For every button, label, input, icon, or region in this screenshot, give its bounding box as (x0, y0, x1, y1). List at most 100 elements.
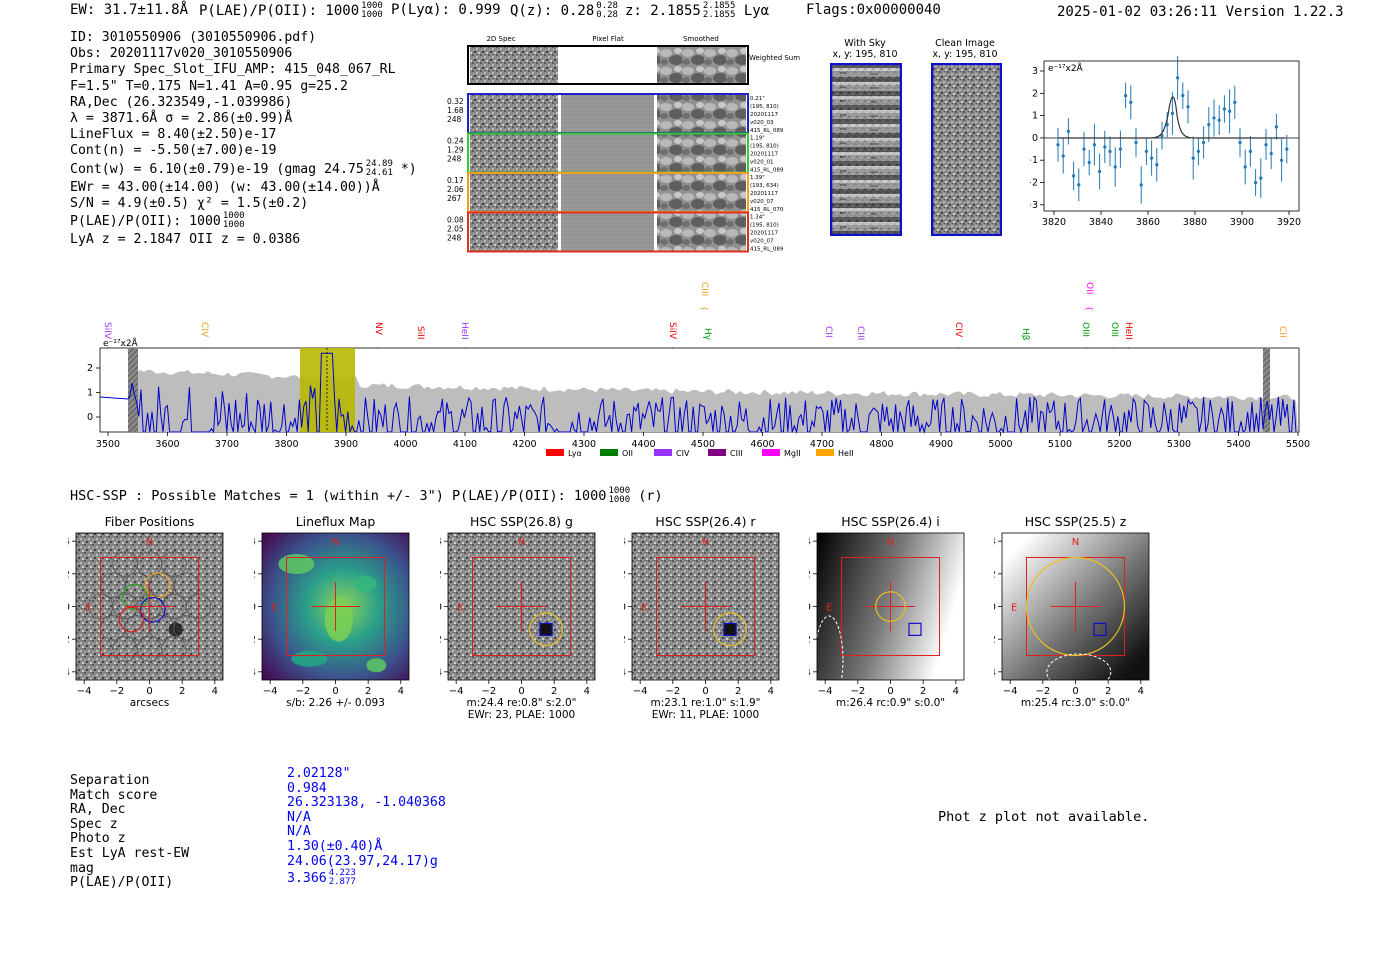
hsc-panel-caption: EWr: 11, PLAE: 1000 (652, 709, 759, 721)
svg-text:MgII: MgII (784, 449, 801, 458)
aperture-box (472, 557, 571, 656)
spectral-line-label: SiIV (667, 322, 677, 340)
col-label-smoothed: Smoothed (683, 35, 719, 43)
fit-data-point (1248, 136, 1252, 167)
north-label: N (518, 537, 525, 548)
fit-data-point (1228, 89, 1232, 134)
masked-region-right (1263, 348, 1270, 432)
match-value: 0.984 (287, 780, 327, 796)
fit-data-point (1233, 85, 1237, 119)
spectrum-xtick: 5000 (988, 439, 1012, 450)
panel-ytick: −4 (624, 667, 626, 678)
cutout-row-meta: v020_01 (750, 160, 774, 166)
spectrum-xtick: 4700 (810, 439, 834, 450)
catalog-ellipse (713, 612, 747, 647)
fit-xtick: 3840 (1089, 217, 1113, 228)
east-label: E (641, 603, 647, 614)
fit-data-point (1160, 122, 1164, 150)
cutout-row-meta: (195, 810) (750, 144, 779, 150)
panel-xtick: 0 (518, 686, 524, 697)
fit-ytick: 3 (1032, 66, 1038, 77)
north-label: N (146, 537, 153, 548)
header-plae: P(LAE)/P(OII): 1000 1000 1000 (199, 1, 383, 20)
fit-data-point (1124, 82, 1128, 109)
spectrum-legend-item: OII (600, 449, 633, 458)
panel-xtick: 4 (953, 686, 959, 697)
source-blob (168, 622, 183, 637)
panel-ytick: 0 (624, 602, 626, 613)
panel-ytick: 2 (254, 569, 256, 580)
spectrum-legend-item: HeII (816, 449, 854, 458)
fit-ytick: −3 (1030, 200, 1038, 211)
spectrum-xtick: 4800 (869, 439, 893, 450)
clean-image (931, 63, 1002, 236)
match-label: P(LAE)/P(OII) (70, 875, 174, 891)
spectrum-legend-item: MgII (762, 449, 801, 458)
spectral-line-label: CIV (199, 322, 209, 338)
hsc-panel-caption: arcsecs (130, 697, 169, 709)
weighted-label: Weighted Sum (749, 54, 800, 62)
spectral-line-label: OIII (1109, 322, 1119, 337)
spectrum-ytick: 0 (87, 412, 93, 423)
aperture-box (100, 557, 199, 656)
match-value: 26.323138, -1.040368 (287, 795, 446, 811)
fit-xtick: 3860 (1136, 217, 1160, 228)
panel-xtick: −2 (665, 686, 680, 697)
fit-data-point (1139, 166, 1143, 204)
hsc-panel: Fiber Positions N E −4 −4 −2 −2 0 0 2 2 4 4 arcsecs (55, 512, 248, 729)
hsc-panel-caption: m:26.4 rc:0.9" s:0.0" (836, 697, 945, 709)
hsc-panel-caption: m:25.4 rc:3.0" s:0.0" (1021, 697, 1130, 709)
cutout-row-meta: 20201117 (750, 112, 778, 118)
cutout-row-stat: 248 (447, 234, 462, 243)
spectral-line-label: CIII (855, 326, 865, 340)
line-fit-plot: e⁻¹⁷x2Å 3820 3840 3860 3880 3900 3920 3 2 1 0 −1 −2… (1030, 56, 1301, 228)
cutout-row-stat: 1.29 (447, 146, 464, 155)
panel-xtick: 0 (1072, 686, 1078, 697)
spectrum-xtick: 3800 (274, 439, 298, 450)
hsc-panel-caption: m:24.4 re:0.8" s:2.0" (467, 697, 577, 709)
fit-data-point (1113, 147, 1117, 187)
match-table-labels: Separation Match score RA, Dec Spec z Ph… (70, 773, 189, 891)
spectrum-xtick: 4600 (750, 439, 774, 450)
fit-data-point (1150, 140, 1154, 176)
panel-xtick: 2 (551, 686, 557, 697)
panel-ytick: −4 (254, 667, 256, 678)
north-label: N (702, 537, 709, 548)
fit-data-point (1186, 90, 1190, 124)
cutout-row-meta: 20201117 (750, 152, 778, 158)
panel-ytick: −2 (624, 635, 626, 646)
panel-xtick: 4 (768, 686, 774, 697)
hsc-panel-title: Fiber Positions (105, 514, 195, 529)
match-box (1093, 622, 1107, 636)
match-value: N/A (287, 809, 311, 825)
panel-xtick: −4 (818, 686, 833, 697)
info-plae: P(LAE)/P(OII): 1000 1000 1000 (70, 211, 245, 231)
spectral-line-label: CII (823, 326, 833, 338)
spectral-line-label: SiII (415, 326, 425, 340)
highlight-fiber (118, 606, 145, 633)
fit-data-point (1243, 149, 1247, 185)
match-label: Separation (70, 773, 150, 788)
hsc-panel: HSC SSP(26.4) i N E −4 −4 −2 −2 0 0 2 2 4 4 m:26.4 rc… (796, 512, 989, 729)
aperture-box (841, 557, 940, 656)
spectrum-legend-item: CIII (708, 449, 743, 458)
panel-ytick: 2 (809, 569, 811, 580)
fit-data-point (1269, 138, 1273, 170)
header-plya: P(Lyα): 0.999 (391, 2, 501, 18)
cutout-row-stat: 0.08 (447, 216, 464, 225)
fit-data-point (1061, 138, 1065, 174)
col-label-pixel-flat: Pixel Flat (592, 35, 624, 43)
fit-ytick: 1 (1032, 111, 1038, 122)
info-contw: Cont(w) = 6.10(±0.79)e-19 (gmag 24.75 24.… (70, 158, 417, 178)
fit-data-point (1056, 127, 1060, 162)
panel-ytick: 2 (624, 569, 626, 580)
panel-xtick: 0 (332, 686, 338, 697)
fit-data-point (1202, 126, 1206, 159)
panel-xtick: −4 (633, 686, 648, 697)
catalog-ellipse (529, 612, 563, 647)
spectrum-xtick: 4500 (691, 439, 715, 450)
fit-data-point (1274, 114, 1278, 140)
svg-text:HeII: HeII (838, 449, 854, 458)
fit-data-point (1077, 168, 1081, 202)
